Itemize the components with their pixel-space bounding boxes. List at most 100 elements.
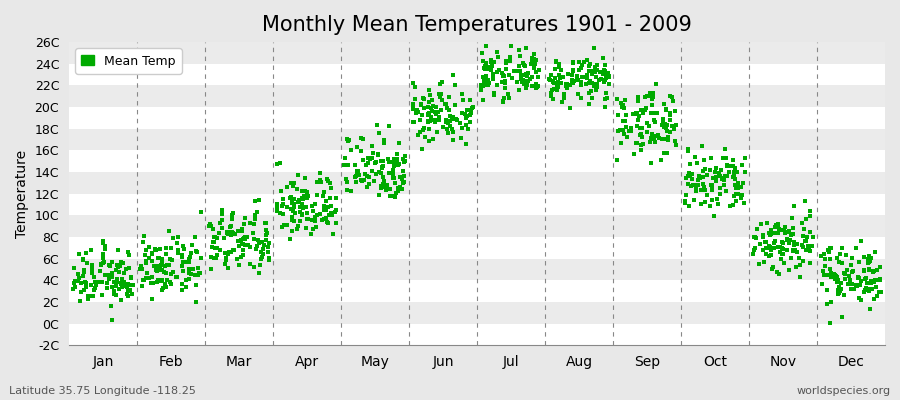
Point — [799, 234, 814, 240]
Point — [104, 317, 119, 323]
Point — [498, 79, 512, 86]
Point — [818, 263, 832, 269]
Point — [321, 212, 336, 218]
Point — [114, 259, 129, 265]
Point — [464, 108, 478, 115]
Point — [565, 79, 580, 86]
Point — [526, 60, 541, 66]
Point — [699, 172, 714, 178]
Point — [835, 245, 850, 251]
Point — [726, 157, 741, 164]
Point — [273, 210, 287, 216]
Point — [422, 110, 436, 116]
Point — [104, 274, 119, 280]
Point — [833, 288, 848, 294]
Point — [785, 215, 799, 221]
Point — [207, 239, 221, 245]
Point — [94, 268, 108, 275]
Point — [79, 280, 94, 286]
Point — [669, 122, 683, 129]
Point — [176, 259, 191, 266]
Point — [640, 129, 654, 136]
Point — [398, 158, 412, 164]
Point — [589, 86, 603, 93]
Point — [796, 220, 810, 226]
Point — [159, 270, 174, 276]
Point — [684, 182, 698, 189]
Point — [139, 258, 153, 264]
Point — [364, 142, 379, 149]
Point — [481, 76, 495, 83]
Point — [831, 291, 845, 297]
Point — [532, 67, 546, 73]
Point — [207, 254, 221, 261]
Point — [787, 231, 801, 237]
Point — [406, 103, 420, 110]
Point — [225, 212, 239, 219]
Point — [170, 247, 184, 253]
Point — [499, 60, 513, 66]
Point — [719, 162, 733, 168]
Point — [317, 216, 331, 223]
Point — [491, 54, 506, 60]
Point — [375, 164, 390, 170]
Point — [766, 230, 780, 236]
Point — [850, 282, 864, 289]
Point — [109, 283, 123, 289]
Point — [787, 239, 801, 245]
Point — [224, 228, 238, 235]
Point — [464, 97, 478, 103]
Point — [425, 117, 439, 123]
Point — [95, 255, 110, 261]
Point — [551, 79, 565, 85]
Point — [373, 130, 387, 136]
Point — [415, 112, 429, 118]
Point — [114, 280, 129, 286]
Point — [722, 169, 736, 176]
Point — [824, 274, 838, 280]
Point — [631, 117, 645, 123]
Point — [170, 240, 184, 246]
Point — [247, 264, 261, 270]
Point — [636, 110, 651, 116]
Point — [175, 263, 189, 269]
Point — [829, 273, 843, 279]
Point — [791, 255, 806, 261]
Point — [640, 92, 654, 99]
Point — [796, 232, 810, 239]
Point — [372, 192, 386, 198]
Point — [446, 128, 460, 135]
Point — [864, 255, 878, 262]
Point — [762, 242, 777, 249]
Point — [177, 246, 192, 252]
Point — [234, 237, 248, 244]
Point — [194, 209, 208, 215]
Point — [246, 230, 260, 237]
Point — [517, 60, 531, 66]
Point — [313, 210, 328, 217]
Point — [840, 266, 854, 273]
Point — [505, 75, 519, 82]
Point — [162, 227, 176, 234]
Point — [821, 247, 835, 253]
Point — [262, 240, 276, 246]
Point — [103, 263, 117, 270]
Point — [309, 217, 323, 224]
Point — [762, 244, 777, 251]
Point — [737, 154, 751, 161]
Point — [853, 296, 868, 303]
Point — [421, 137, 436, 144]
Point — [382, 169, 396, 176]
Point — [657, 136, 671, 142]
Point — [164, 271, 178, 277]
Point — [528, 80, 543, 87]
Point — [686, 182, 700, 188]
Point — [270, 161, 284, 167]
Point — [705, 197, 719, 203]
Point — [220, 264, 235, 271]
Point — [771, 226, 786, 232]
Point — [416, 95, 430, 102]
Point — [283, 236, 297, 243]
Point — [550, 86, 564, 93]
Point — [142, 255, 157, 262]
